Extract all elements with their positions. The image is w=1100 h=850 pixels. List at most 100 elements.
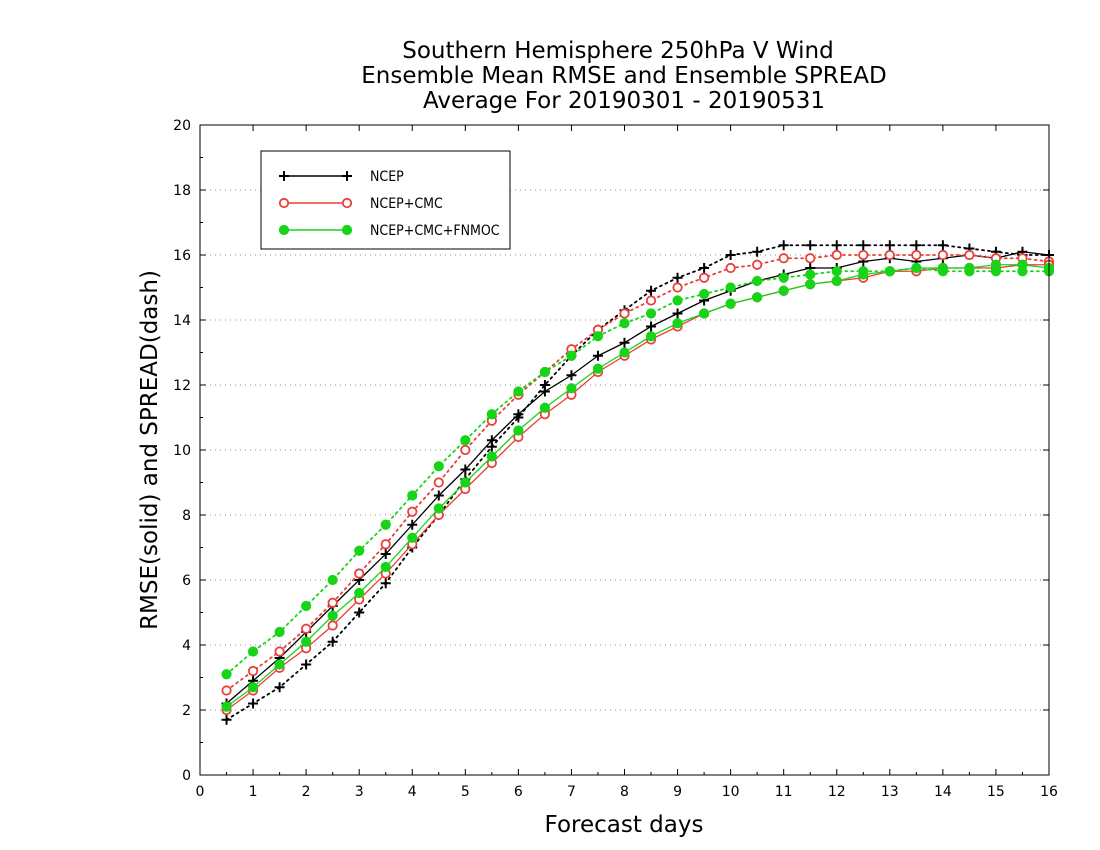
spread-point	[672, 282, 683, 293]
legend-marker	[278, 224, 290, 236]
spread-point	[354, 568, 365, 579]
legend-marker	[341, 197, 353, 209]
rmse-point	[221, 701, 232, 712]
rmse-point	[911, 262, 922, 274]
rmse-point	[831, 275, 842, 287]
rmse-point	[990, 259, 1002, 270]
y-axis: 0 2 4 6 8 10 12 14 16 18 20	[173, 118, 1049, 784]
spread-point	[672, 295, 683, 306]
y-tick-label: 12	[173, 378, 191, 394]
rmse-point	[380, 549, 391, 559]
legend-label: NCEP	[370, 169, 404, 185]
legend-item: NCEP+CMC+FNMOC	[278, 223, 500, 239]
rmse-point	[619, 347, 630, 358]
x-tick-label: 9	[673, 784, 682, 800]
rmse-point	[433, 503, 444, 514]
spread-point	[619, 308, 630, 319]
spread-point	[354, 545, 365, 556]
y-tick-label: 2	[182, 703, 191, 719]
spread-point	[221, 714, 232, 725]
spread-point	[513, 386, 524, 397]
spread-point	[380, 519, 391, 530]
rmse-point	[433, 490, 444, 501]
y-tick-label: 14	[173, 313, 191, 329]
x-tick-label: 7	[567, 784, 576, 800]
spread-point	[698, 288, 710, 300]
rmse-point	[592, 363, 604, 374]
rmse-point	[380, 561, 391, 573]
x-tick-label: 13	[881, 784, 899, 800]
spread-point	[247, 646, 259, 657]
spread-point	[964, 249, 975, 261]
spread-line	[225, 254, 1050, 692]
spread-point	[805, 253, 816, 264]
spread-point	[858, 240, 869, 251]
spread-point	[566, 350, 577, 361]
spread-point	[911, 249, 922, 261]
spread-point	[884, 249, 895, 261]
spread-point	[407, 490, 418, 501]
rmse-line	[226, 264, 1049, 711]
spread-point	[699, 263, 710, 273]
legend: NCEP NCEP+CMC NCEP+CMC+FNMOC	[260, 150, 511, 250]
spread-point	[831, 249, 842, 261]
title-line-2: Ensemble Mean RMSE and Ensemble SPREAD	[361, 63, 886, 89]
y-tick-label: 0	[182, 768, 191, 784]
rmse-point	[354, 587, 365, 599]
x-tick-label: 16	[1040, 784, 1058, 800]
x-axis-label: Forecast days	[545, 812, 704, 838]
x-tick-label: 10	[722, 784, 740, 800]
spread-point	[247, 665, 259, 677]
spread-point	[831, 240, 842, 251]
spread-point	[778, 272, 789, 283]
spread-point	[725, 282, 736, 293]
spread-point	[327, 574, 338, 586]
spread-point	[433, 477, 444, 488]
spread-point	[911, 240, 922, 251]
x-tick-label: 15	[987, 784, 1005, 800]
x-tick-label: 0	[196, 784, 205, 800]
rmse-point	[1017, 259, 1028, 270]
series-ncep-cmc-fnmoc	[221, 259, 1055, 712]
spread-point	[725, 262, 736, 274]
rmse-point	[778, 285, 789, 296]
spread-point	[407, 506, 418, 517]
legend-box	[260, 150, 511, 250]
spread-point	[672, 272, 683, 283]
legend-marker	[341, 224, 353, 236]
y-tick-label: 8	[182, 508, 191, 524]
rmse-point	[301, 636, 312, 647]
spread-point	[433, 461, 444, 472]
rmse-point	[672, 308, 683, 319]
rmse-point	[964, 262, 975, 274]
rmse-point	[539, 402, 551, 413]
series-layer	[221, 240, 1055, 725]
rmse-point	[327, 610, 338, 621]
series-ncep	[221, 240, 1054, 725]
spread-point	[937, 249, 948, 261]
legend-marker	[342, 171, 352, 181]
spread-line	[225, 244, 1050, 721]
series-ncep-cmc	[221, 249, 1055, 716]
rmse-point	[858, 269, 869, 280]
legend-label: NCEP+CMC	[370, 196, 443, 212]
spread-point	[805, 240, 816, 251]
title-line-3: Average For 20190301 - 20190531	[423, 88, 825, 114]
y-tick-label: 20	[173, 118, 191, 134]
rmse-point	[539, 386, 550, 397]
rmse-point	[805, 279, 816, 290]
x-tick-label: 12	[828, 784, 846, 800]
rmse-point	[486, 451, 497, 462]
spread-point	[327, 597, 338, 608]
rmse-point	[698, 308, 710, 319]
spread-point	[486, 409, 497, 420]
spread-point	[221, 685, 232, 696]
rmse-point	[645, 331, 657, 342]
rmse-point	[486, 435, 497, 446]
spread-point	[460, 435, 471, 446]
x-tick-label: 3	[355, 784, 364, 800]
legend-marker	[279, 171, 289, 181]
legend-label: NCEP+CMC+FNMOC	[370, 223, 500, 239]
